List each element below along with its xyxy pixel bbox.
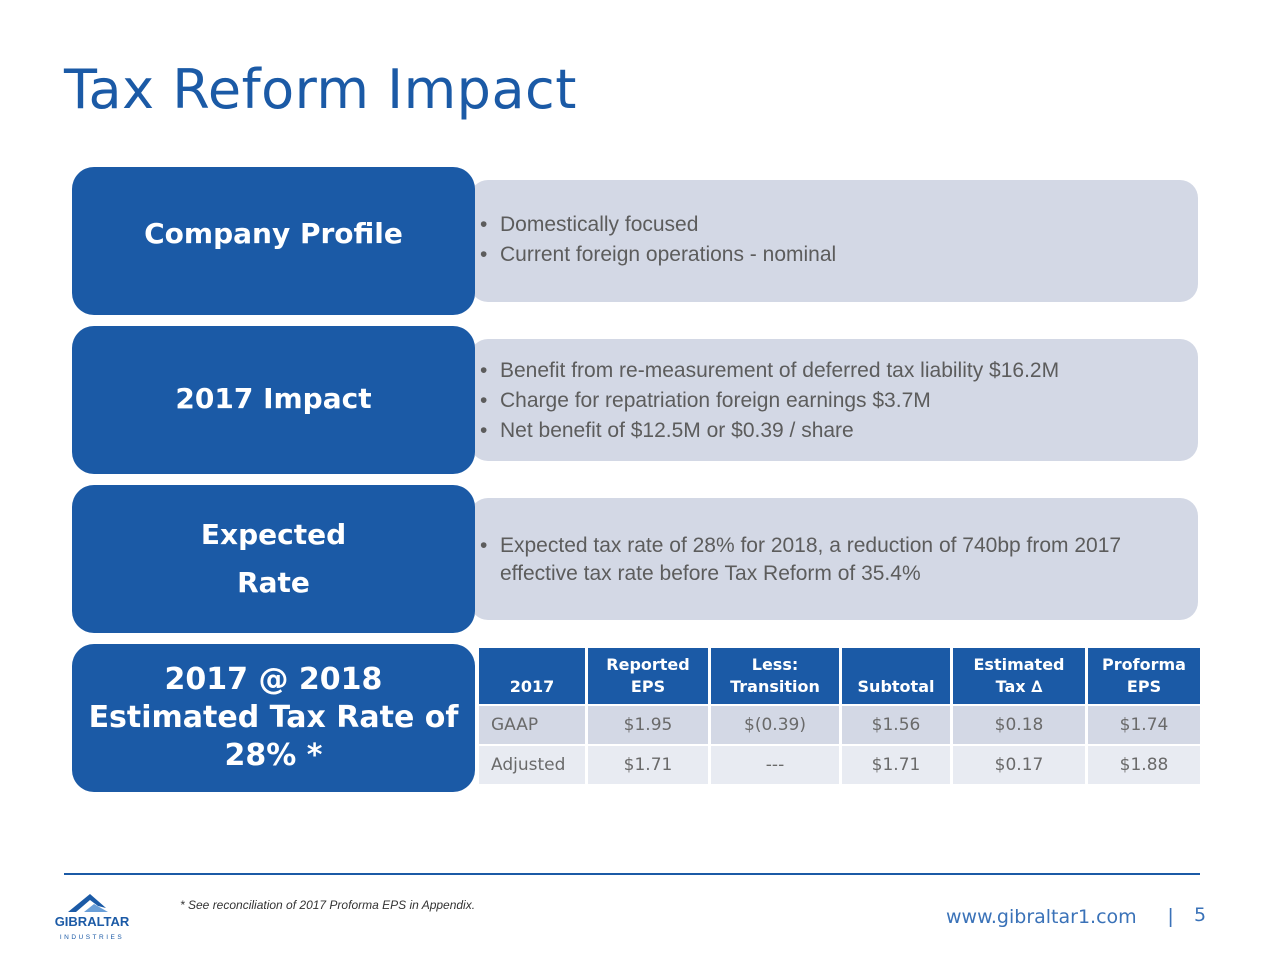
- table-cell: $1.88: [1088, 746, 1200, 784]
- expected-rate-bullets: Expected tax rate of 28% for 2018, a red…: [480, 532, 1180, 588]
- table-cell: Adjusted: [479, 746, 585, 784]
- company-profile-label: Company Profile: [72, 167, 475, 315]
- logo-wordmark: GIBRALTAR: [55, 914, 130, 929]
- impact-2017-label-text: 2017 Impact: [175, 381, 372, 415]
- table-cell: $1.71: [588, 746, 708, 784]
- table-cell: $0.17: [953, 746, 1085, 784]
- logo-subtitle: INDUSTRIES: [60, 934, 124, 941]
- table-cell: ---: [711, 746, 839, 784]
- header-less-transition: Less: Transition: [711, 648, 839, 704]
- bullet-item: Domestically focused: [480, 210, 836, 240]
- header-2017: 2017: [479, 648, 585, 704]
- impact-2017-label: 2017 Impact: [72, 326, 475, 474]
- estimated-tax-rate-label-line2: Estimated Tax Rate of: [88, 700, 459, 735]
- table-cell: GAAP: [479, 706, 585, 744]
- page-number: 5: [1194, 904, 1207, 926]
- bullet-item: Charge for repatriation foreign earnings…: [480, 386, 1059, 416]
- footer-separator: |: [1168, 906, 1174, 928]
- estimated-tax-rate-label-line3: 28% *: [224, 738, 323, 773]
- mountain-icon: [68, 894, 106, 912]
- header-reported-eps: Reported EPS: [588, 648, 708, 704]
- bullet-item: Expected tax rate of 28% for 2018, a red…: [480, 532, 1180, 588]
- eps-table-header-row: 2017 Reported EPS Less: Transition Subtota…: [479, 648, 1200, 704]
- footer-divider: [64, 873, 1200, 875]
- bullet-item: Benefit from re-measurement of deferred …: [480, 356, 1059, 386]
- table-cell: $1.95: [588, 706, 708, 744]
- expected-rate-label-line2: Rate: [237, 566, 310, 599]
- expected-rate-label: Expected Rate: [72, 485, 475, 633]
- header-proforma-eps: Proforma EPS: [1088, 648, 1200, 704]
- footnote: * See reconciliation of 2017 Proforma EP…: [180, 898, 476, 912]
- header-estimated-tax: Estimated Tax ∆: [953, 648, 1085, 704]
- estimated-tax-rate-label: 2017 @ 2018 Estimated Tax Rate of 28% *: [72, 644, 475, 792]
- bullet-item: Current foreign operations - nominal: [480, 240, 836, 270]
- expected-rate-label-line1: Expected: [200, 518, 347, 551]
- bullet-item: Net benefit of $12.5M or $0.39 / share: [480, 416, 1059, 446]
- table-cell: $1.56: [842, 706, 950, 744]
- header-subtotal: Subtotal: [842, 648, 950, 704]
- gibraltar-logo: GIBRALTAR INDUSTRIES: [55, 894, 130, 941]
- table-cell: $1.74: [1088, 706, 1200, 744]
- table-row: GAAP $1.95 $(0.39) $1.56 $0.18 $1.74: [479, 706, 1200, 744]
- company-profile-label-text: Company Profile: [144, 216, 403, 250]
- table-cell: $1.71: [842, 746, 950, 784]
- eps-table: 2017 Reported EPS Less: Transition Subtota…: [476, 646, 1203, 786]
- impact-2017-bullets: Benefit from re-measurement of deferred …: [480, 356, 1059, 446]
- table-cell: $(0.39): [711, 706, 839, 744]
- slide-title: Tax Reform Impact: [64, 58, 577, 121]
- company-profile-bullets: Domestically focused Current foreign ope…: [480, 210, 836, 270]
- table-row: Adjusted $1.71 --- $1.71 $0.17 $1.88: [479, 746, 1200, 784]
- table-cell: $0.18: [953, 706, 1085, 744]
- estimated-tax-rate-label-line1: 2017 @ 2018: [164, 662, 383, 697]
- website-link[interactable]: www.gibraltar1.com: [946, 906, 1137, 928]
